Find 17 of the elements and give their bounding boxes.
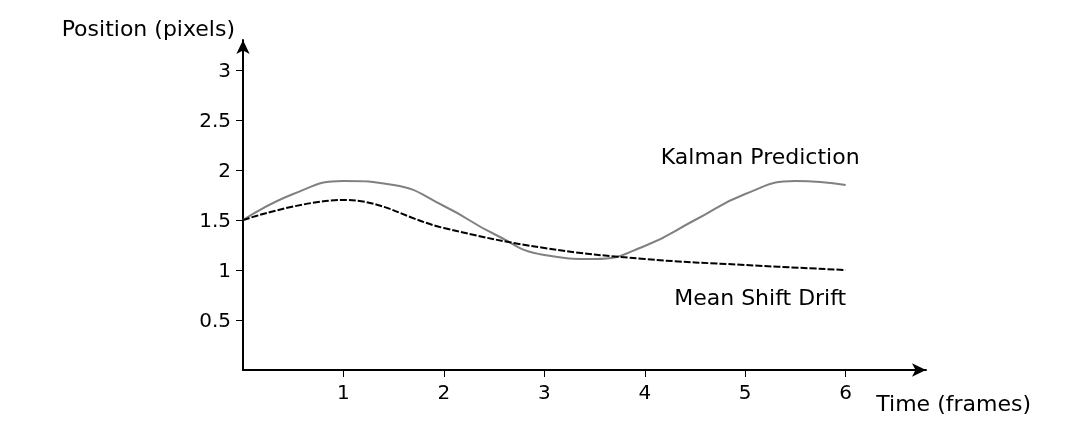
x-tick-label: 2 xyxy=(437,380,451,404)
y-tick-label: 0.5 xyxy=(199,308,231,332)
x-tick-label: 1 xyxy=(337,380,350,404)
x-tick-label: 6 xyxy=(839,380,853,404)
y-tick-label: 2 xyxy=(218,158,231,182)
y-tick-label: 1.5 xyxy=(199,208,231,232)
x-axis-title: Time (frames) xyxy=(875,390,1031,416)
series-label: Kalman Prediction xyxy=(660,143,860,169)
y-tick-label: 2.5 xyxy=(199,108,231,132)
line-series xyxy=(242,180,847,260)
y-axis-title: Position (pixels) xyxy=(61,15,235,41)
x-tick-label: 5 xyxy=(738,380,752,404)
y-tick-label: 3 xyxy=(218,58,231,82)
x-tick-label: 3 xyxy=(537,380,551,404)
y-tick-label: 1 xyxy=(218,258,231,282)
x-tick-label: 4 xyxy=(638,380,652,404)
series-label: Mean Shift Drift xyxy=(674,284,847,310)
